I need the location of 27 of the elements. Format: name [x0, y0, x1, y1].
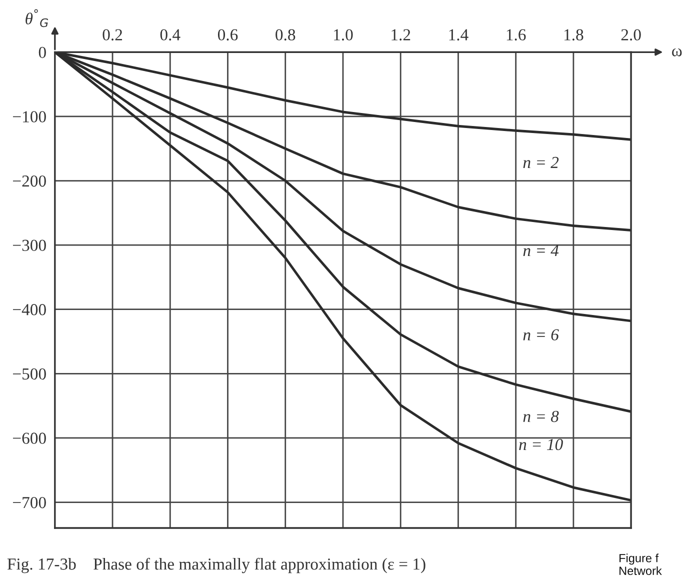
x-axis-title: ω [672, 48, 682, 56]
y-axis-title: θ$^{°}$$_{G}$ [26, 9, 48, 28]
y-tick-label: −400 [13, 304, 46, 316]
x-tick-label: 1.4 [449, 29, 468, 41]
x-tick-label: 0.8 [276, 29, 296, 41]
y-tick-label: −700 [13, 496, 46, 508]
y-tick-label: −100 [13, 111, 46, 122]
x-tick-label: 1.8 [564, 29, 584, 41]
annotation: n = 6 [523, 329, 559, 340]
y-tick-label: −500 [13, 368, 46, 380]
annotation: n = 4 [523, 245, 559, 256]
x-tick-label: 1.2 [392, 29, 410, 41]
x-tick-label: 2.0 [621, 29, 641, 41]
x-tick-label: 0.2 [102, 29, 122, 41]
annotation: n = 8 [523, 410, 559, 422]
annotation: n = 2 [523, 156, 559, 168]
y-tick-label: 0 [38, 46, 46, 58]
y-tick-label: −600 [13, 432, 46, 444]
caption: Fig. 17-3b Phase of the maximally flat approximation (ε = 1) [7, 558, 426, 574]
x-tick-label: 1.0 [334, 29, 353, 41]
text: Figure f Network [620, 554, 662, 576]
annotation: n = 10 [519, 438, 563, 450]
x-tick-label: 1.6 [506, 29, 526, 41]
x-tick-label: 0.4 [160, 29, 180, 41]
y-tick-label: −300 [13, 240, 46, 252]
x-tick-label: 0.6 [218, 29, 238, 41]
y-tick-label: −200 [13, 175, 46, 187]
